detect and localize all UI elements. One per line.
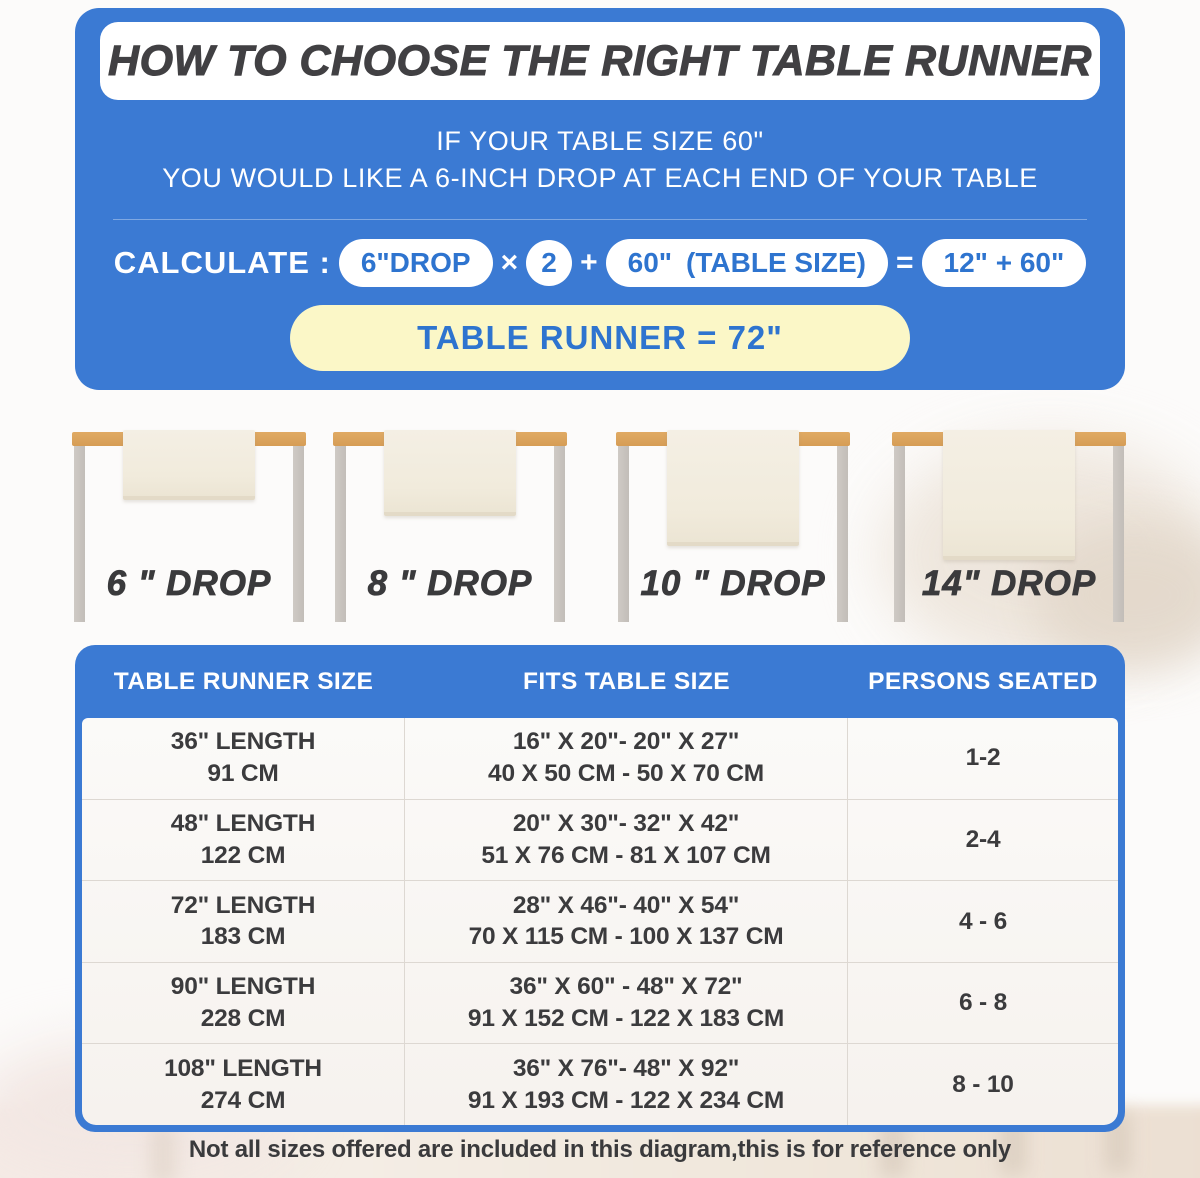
runner-size-cell: 36" LENGTH 91 CM [82,718,405,799]
plus-operator: + [580,246,598,279]
column-header-fits-table: FITS TABLE SIZE [523,667,730,695]
drop-label: 14" DROP [921,564,1097,604]
page-title: HOW TO CHOOSE THE RIGHT TABLE RUNNER [108,36,1092,85]
table-row: 72" LENGTH 183 CM 28" X 46"- 40" X 54" 7… [82,881,1118,963]
table-leg [618,446,629,622]
size-chart-body: 36" LENGTH 91 CM 16" X 20"- 20" X 27" 40… [82,718,1118,1125]
footer-note: Not all sizes offered are included in th… [188,1136,1012,1163]
subtitle-line2: YOU WOULD LIKE A 6-INCH DROP AT EACH END… [162,163,1038,193]
size-chart-header: TABLE RUNNER SIZE FITS TABLE SIZE PERSON… [82,645,1118,718]
final-result-pill: TABLE RUNNER = 72" [290,305,910,371]
subtitle-line1: IF YOUR TABLE SIZE 60" [436,126,764,156]
persons-cell: 1-2 [965,744,1001,772]
fits-table-cell: 20" X 30"- 32" X 42" 51 X 76 CM - 81 X 1… [405,799,848,881]
table-runner-cloth [943,430,1075,560]
persons-cell: 2-4 [965,825,1001,853]
title-box: HOW TO CHOOSE THE RIGHT TABLE RUNNER [100,22,1100,100]
table-row: 108" LENGTH 274 CM 36" X 76"- 48" X 92" … [82,1044,1118,1125]
table-leg [554,446,565,622]
multiplier-badge: 2 [526,240,573,286]
calculate-label: CALCULATE : [113,245,331,280]
fits-table-cell: 36" X 60" - 48" X 72" 91 X 152 CM - 122 … [405,962,848,1044]
table-size-value: 60" [627,247,673,278]
size-chart-panel: TABLE RUNNER SIZE FITS TABLE SIZE PERSON… [75,645,1125,1132]
fits-table-cell: 28" X 46"- 40" X 54" 70 X 115 CM - 100 X… [405,881,848,962]
table-leg [1113,446,1124,622]
persons-cell: 6 - 8 [958,989,1008,1017]
table-row: 36" LENGTH 91 CM 16" X 20"- 20" X 27" 40… [82,718,1118,800]
runner-size-cell: 108" LENGTH 274 CM [82,1044,405,1125]
final-result-text: TABLE RUNNER = 72" [417,319,783,356]
runner-size-cell: 90" LENGTH 228 CM [82,962,405,1044]
header-panel: HOW TO CHOOSE THE RIGHT TABLE RUNNER IF … [75,8,1125,390]
drop-pill: 6"DROP [338,239,493,287]
runner-size-cell: 72" LENGTH 183 CM [82,881,405,962]
persons-cell: 8 - 10 [952,1070,1014,1098]
times-operator: × [500,246,519,279]
table-runner-cloth [384,430,516,516]
fits-table-cell: 36" X 76"- 48" X 92" 91 X 193 CM - 122 X… [405,1044,848,1125]
background-chair-leg-shadow [150,1125,176,1178]
calculation-row: CALCULATE : 6"DROP × 2 + 60" (TABLE SIZE… [85,235,1115,291]
divider-line [113,219,1087,220]
table-size-label: (TABLE SIZE) [686,247,866,278]
table-leg [894,446,905,622]
table-row: 48" LENGTH 122 CM 20" X 30"- 32" X 42" 5… [82,799,1118,882]
table-leg [837,446,848,622]
table-leg [74,446,85,622]
table-runner-cloth [123,430,255,500]
table-leg [335,446,346,622]
table-illustration-10in: 10 " DROP [616,430,850,630]
drop-label: 10 " DROP [640,564,826,604]
equals-operator: = [895,246,914,279]
column-header-persons: PERSONS SEATED [868,667,1098,695]
drop-label: 8 " DROP [367,564,533,604]
table-illustration-8in: 8 " DROP [333,430,567,630]
table-illustration-14in: 14" DROP [892,430,1126,630]
table-size-pill: 60" (TABLE SIZE) [605,239,888,287]
persons-cell: 4 - 6 [958,907,1008,935]
runner-size-cell: 48" LENGTH 122 CM [82,799,405,881]
drop-label: 6 " DROP [106,564,272,604]
table-illustration-6in: 6 " DROP [72,430,306,630]
table-runner-cloth [667,430,799,546]
fits-table-cell: 16" X 20"- 20" X 27" 40 X 50 CM - 50 X 7… [405,718,848,799]
column-header-runner-size: TABLE RUNNER SIZE [113,667,374,695]
sum-pill: 12" + 60" [921,239,1087,287]
table-row: 90" LENGTH 228 CM 36" X 60" - 48" X 72" … [82,962,1118,1045]
table-leg [293,446,304,622]
